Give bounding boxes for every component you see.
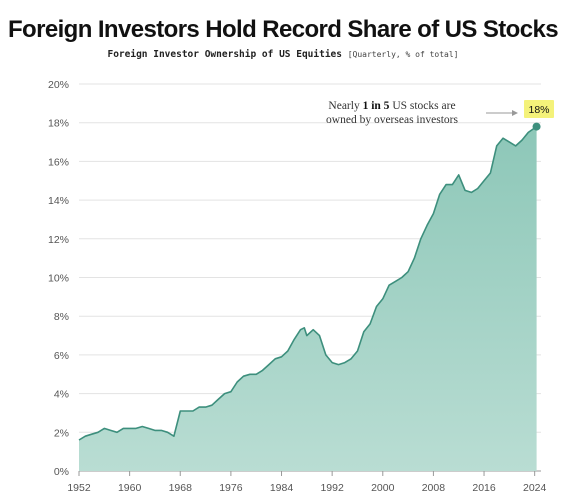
x-tick-label: 1976: [219, 482, 243, 494]
end-point-marker: [532, 122, 541, 131]
y-tick-label: 20%: [48, 79, 69, 91]
chart-title: Foreign Investors Hold Record Share of U…: [8, 16, 559, 43]
y-axis: 0% 2% 4% 6% 8% 10% 12% 14% 16% 18% 20%: [48, 79, 69, 478]
x-tick-label: 2008: [422, 482, 446, 494]
callout-label: 18%: [528, 104, 549, 116]
x-tick-label: 2016: [472, 482, 496, 494]
chart-subtitle: Foreign Investor Ownership of US Equitie…: [0, 49, 566, 60]
x-tick-label: 1984: [270, 482, 294, 494]
x-tick-label: 1968: [169, 482, 193, 494]
x-tick-label: 1992: [320, 482, 344, 494]
annotation-line-2: owned by overseas investors: [326, 114, 458, 126]
y-tick-label: 12%: [48, 234, 69, 246]
x-tick-label: 1952: [67, 482, 91, 494]
x-tick-label: 2000: [371, 482, 395, 494]
y-tick-label: 0%: [54, 466, 69, 478]
annotation-line-1: Nearly 1 in 5 US stocks are: [328, 100, 455, 112]
series-area: [79, 126, 537, 471]
y-tick-label: 18%: [48, 118, 69, 130]
subtitle-main: Foreign Investor Ownership of US Equitie…: [107, 49, 342, 60]
callout-background: [524, 100, 554, 118]
y-tick-label: 10%: [48, 273, 69, 285]
y-tick-label: 6%: [54, 350, 69, 362]
series-line: [78, 125, 538, 441]
callout-badge: 18%: [524, 100, 554, 118]
annotation-arrowhead: [512, 110, 518, 116]
x-tick-label: 2024: [523, 482, 547, 494]
annotation: Nearly 1 in 5 US stocks are owned by ove…: [326, 100, 518, 126]
subtitle-unit: [Quarterly, % of total]: [347, 50, 459, 59]
x-axis: 1952 1960 1968 1976 1984 1992 2000 2008 2016 2024: [67, 471, 547, 494]
y-tick-label: 14%: [48, 195, 69, 207]
y-tick-label: 16%: [48, 156, 69, 168]
y-tick-label: 4%: [54, 389, 69, 401]
y-tick-label: 2%: [54, 427, 69, 439]
x-tick-label: 1960: [118, 482, 142, 494]
y-tick-label: 8%: [54, 311, 69, 323]
